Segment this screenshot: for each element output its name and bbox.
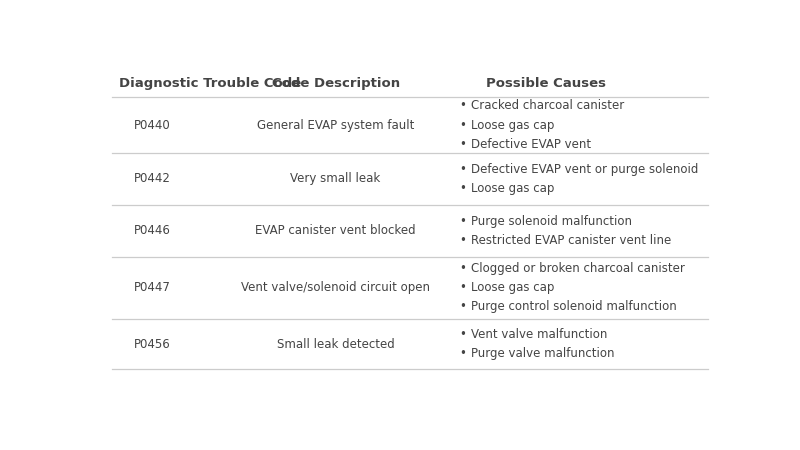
Text: Vent valve/solenoid circuit open: Vent valve/solenoid circuit open: [241, 281, 430, 294]
Text: P0440: P0440: [134, 118, 171, 131]
Text: Vent valve malfunction: Vent valve malfunction: [470, 328, 607, 341]
Text: Loose gas cap: Loose gas cap: [470, 182, 554, 195]
Text: •: •: [459, 262, 466, 275]
Text: •: •: [459, 182, 466, 195]
Text: •: •: [459, 281, 466, 294]
Text: •: •: [459, 328, 466, 341]
Text: Diagnostic Trouble Code: Diagnostic Trouble Code: [118, 77, 301, 90]
Text: Cracked charcoal canister: Cracked charcoal canister: [470, 99, 624, 112]
Text: Clogged or broken charcoal canister: Clogged or broken charcoal canister: [470, 262, 685, 275]
Text: •: •: [459, 118, 466, 131]
Text: P0446: P0446: [134, 224, 171, 237]
Text: P0442: P0442: [134, 172, 171, 185]
Text: •: •: [459, 99, 466, 112]
Text: •: •: [459, 163, 466, 176]
Text: Small leak detected: Small leak detected: [277, 338, 394, 351]
Text: •: •: [459, 215, 466, 228]
Text: •: •: [459, 138, 466, 151]
Text: Very small leak: Very small leak: [290, 172, 381, 185]
Text: •: •: [459, 347, 466, 360]
Text: Code Description: Code Description: [271, 77, 400, 90]
Text: Defective EVAP vent: Defective EVAP vent: [470, 138, 591, 151]
Text: Purge solenoid malfunction: Purge solenoid malfunction: [470, 215, 632, 228]
Text: Defective EVAP vent or purge solenoid: Defective EVAP vent or purge solenoid: [470, 163, 698, 176]
Text: Restricted EVAP canister vent line: Restricted EVAP canister vent line: [470, 234, 671, 247]
Text: P0456: P0456: [134, 338, 171, 351]
Text: •: •: [459, 301, 466, 314]
Text: Possible Causes: Possible Causes: [486, 77, 606, 90]
Text: EVAP canister vent blocked: EVAP canister vent blocked: [255, 224, 416, 237]
Text: Loose gas cap: Loose gas cap: [470, 118, 554, 131]
Text: •: •: [459, 234, 466, 247]
Text: Purge valve malfunction: Purge valve malfunction: [470, 347, 614, 360]
Text: P0447: P0447: [134, 281, 171, 294]
Text: General EVAP system fault: General EVAP system fault: [257, 118, 414, 131]
Text: Loose gas cap: Loose gas cap: [470, 281, 554, 294]
Text: Purge control solenoid malfunction: Purge control solenoid malfunction: [470, 301, 677, 314]
